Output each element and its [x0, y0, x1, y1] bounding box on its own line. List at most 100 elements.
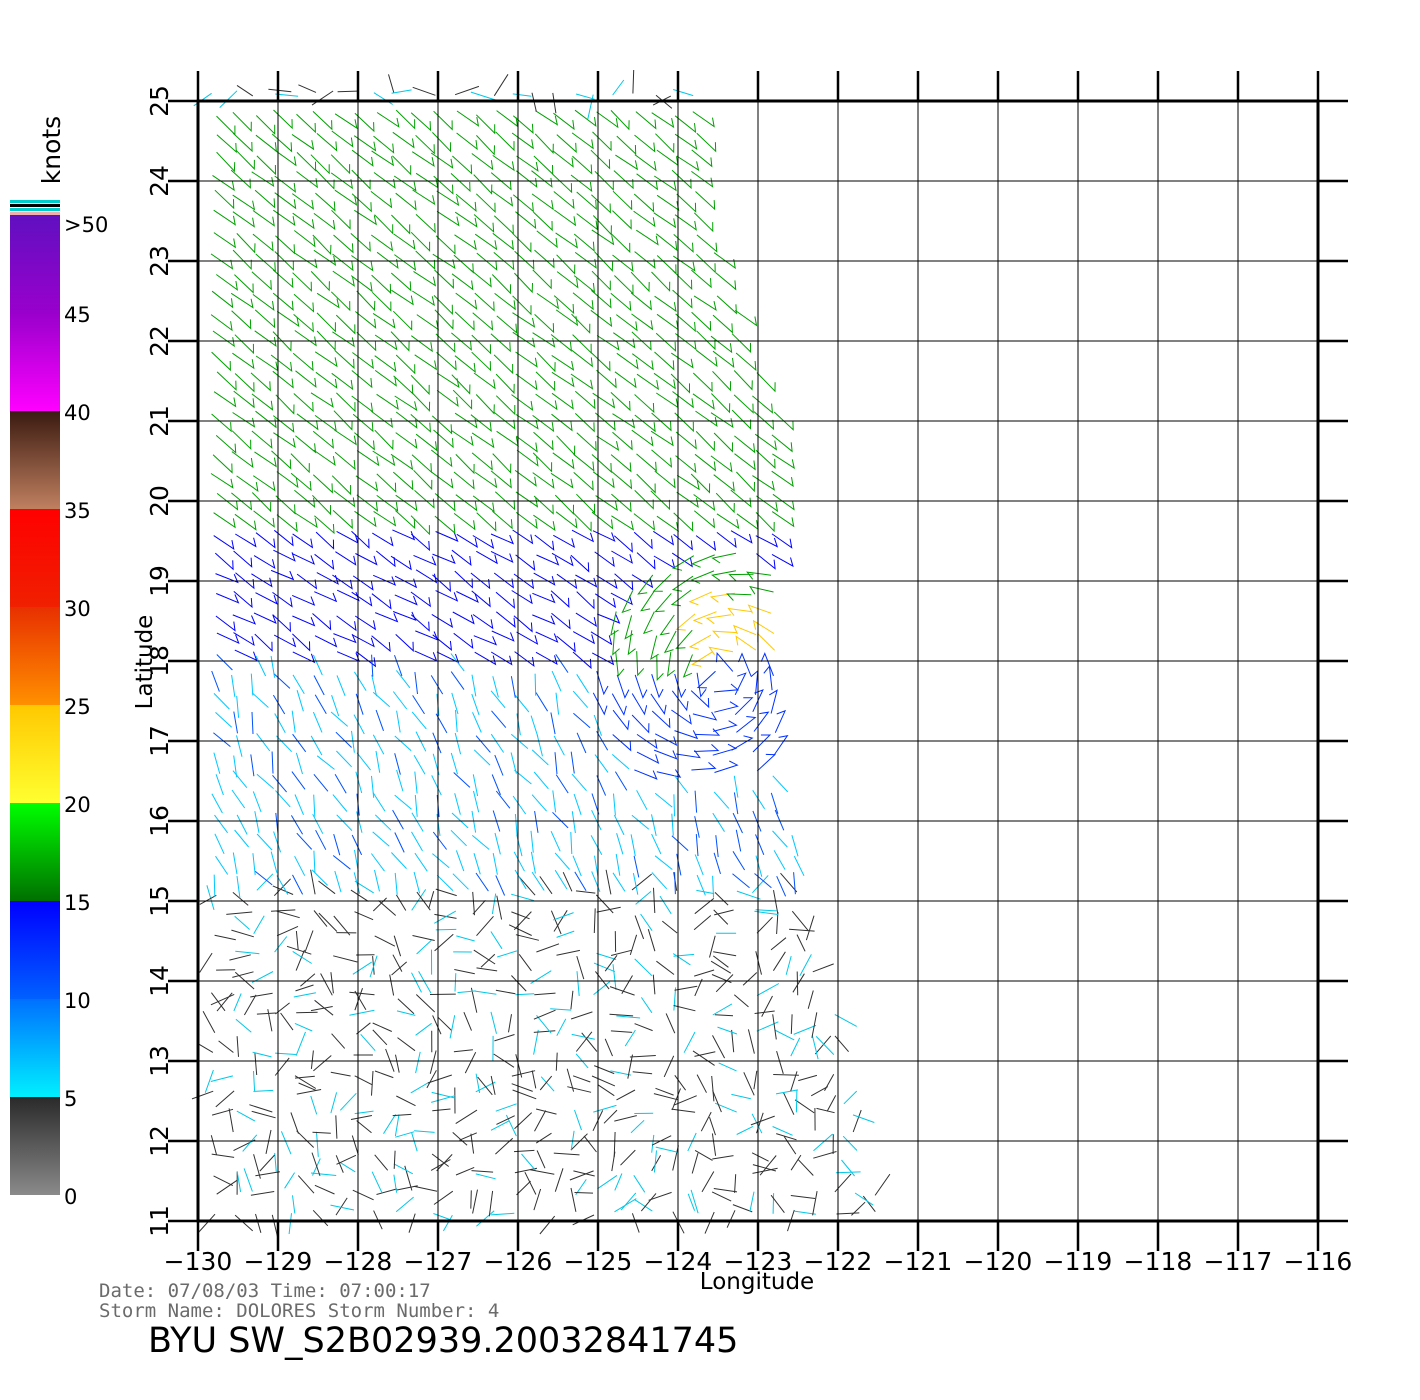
wind-vector — [490, 333, 511, 353]
wind-vector — [595, 971, 610, 990]
wind-vector — [552, 150, 574, 168]
wind-vector — [518, 876, 536, 896]
wind-vector — [316, 312, 336, 333]
wind-vector — [295, 949, 305, 971]
wind-vector — [752, 619, 775, 634]
wind-vector — [533, 1009, 556, 1020]
wind-vector — [492, 853, 498, 875]
wind-vector — [495, 395, 516, 416]
wind-vector — [610, 592, 633, 606]
wind-vector — [576, 591, 595, 610]
wind-vector — [293, 393, 314, 413]
wind-vector — [634, 769, 658, 780]
wind-vector — [634, 958, 653, 977]
wind-vector — [210, 1135, 218, 1156]
wind-vector — [780, 872, 798, 893]
wind-vector — [654, 470, 676, 489]
wind-vector — [511, 132, 534, 150]
wind-vector — [349, 991, 375, 996]
wind-vector — [553, 534, 576, 549]
wind-vector — [597, 1084, 615, 1097]
wind-vector — [454, 234, 477, 251]
wind-vector — [256, 1012, 276, 1015]
wind-vector — [256, 833, 273, 851]
wind-vector — [650, 430, 674, 447]
wind-vector — [634, 1023, 653, 1032]
wind-vector — [535, 393, 558, 411]
wind-vector — [295, 984, 314, 992]
colorbar-band — [10, 313, 60, 411]
wind-vector — [243, 1168, 253, 1192]
wind-vector — [295, 1031, 306, 1056]
wind-vector — [533, 514, 556, 532]
wind-vector — [673, 234, 694, 253]
wind-vector — [453, 513, 476, 531]
wind-vector — [636, 733, 658, 750]
wind-vector — [470, 987, 478, 1013]
wind-vector — [772, 453, 795, 470]
wind-vector — [432, 1015, 442, 1035]
wind-vector — [212, 174, 235, 192]
wind-vector — [219, 90, 238, 108]
wind-vector — [373, 92, 393, 105]
wind-vector — [610, 949, 633, 956]
wind-vector — [371, 775, 375, 798]
wind-vector — [556, 573, 578, 590]
wind-vector — [314, 515, 335, 535]
wind-vector — [776, 912, 779, 935]
wind-vector — [492, 510, 513, 530]
wind-vector — [640, 997, 653, 1014]
wind-vector — [491, 893, 497, 914]
wind-vector — [211, 1108, 234, 1116]
wind-vector — [693, 494, 716, 512]
wind-vector — [292, 553, 315, 565]
wind-vector — [312, 1209, 329, 1227]
wind-vector — [673, 953, 695, 957]
wind-vector — [216, 1179, 238, 1195]
wind-vector — [654, 593, 672, 613]
wind-vector — [596, 335, 620, 351]
wind-vector — [671, 352, 694, 369]
wind-vector — [352, 961, 372, 975]
wind-vector — [632, 1071, 653, 1075]
wind-vector — [514, 1167, 538, 1174]
wind-vector — [410, 374, 430, 396]
wind-vector — [690, 690, 710, 709]
wind-vector — [655, 233, 678, 252]
wind-vector — [590, 835, 603, 855]
wind-vector — [372, 734, 385, 755]
wind-vector — [371, 1070, 374, 1096]
wind-vector — [412, 86, 436, 96]
wind-vector — [672, 270, 693, 291]
wind-vector — [315, 829, 327, 850]
wind-vector — [276, 925, 299, 937]
wind-vector — [232, 194, 256, 211]
wind-vector — [371, 150, 395, 167]
wind-vector — [454, 793, 461, 815]
wind-vector — [454, 570, 473, 589]
wind-vector — [515, 373, 538, 391]
wind-vector — [536, 734, 543, 757]
wind-vector — [749, 585, 774, 595]
wind-vector — [395, 494, 418, 512]
wind-vector — [495, 1103, 517, 1112]
wind-vector — [332, 510, 353, 530]
wind-vector — [615, 853, 621, 876]
wind-vector — [610, 611, 619, 636]
wind-vector — [436, 210, 460, 227]
wind-vector — [491, 710, 507, 728]
wind-vector — [276, 310, 300, 328]
wind-vector — [574, 390, 596, 410]
wind-vector — [731, 409, 752, 430]
y-axis-label: Latitude — [132, 615, 158, 710]
wind-vector — [410, 1081, 430, 1094]
wind-vector — [594, 412, 616, 431]
wind-vector — [791, 835, 799, 857]
wind-vector — [692, 111, 715, 128]
wind-vector — [457, 990, 476, 994]
wind-vector — [731, 1029, 735, 1053]
wind-vector — [334, 774, 347, 794]
wind-vector — [772, 1126, 793, 1136]
wind-vector — [415, 630, 439, 641]
wind-vector — [333, 955, 358, 963]
